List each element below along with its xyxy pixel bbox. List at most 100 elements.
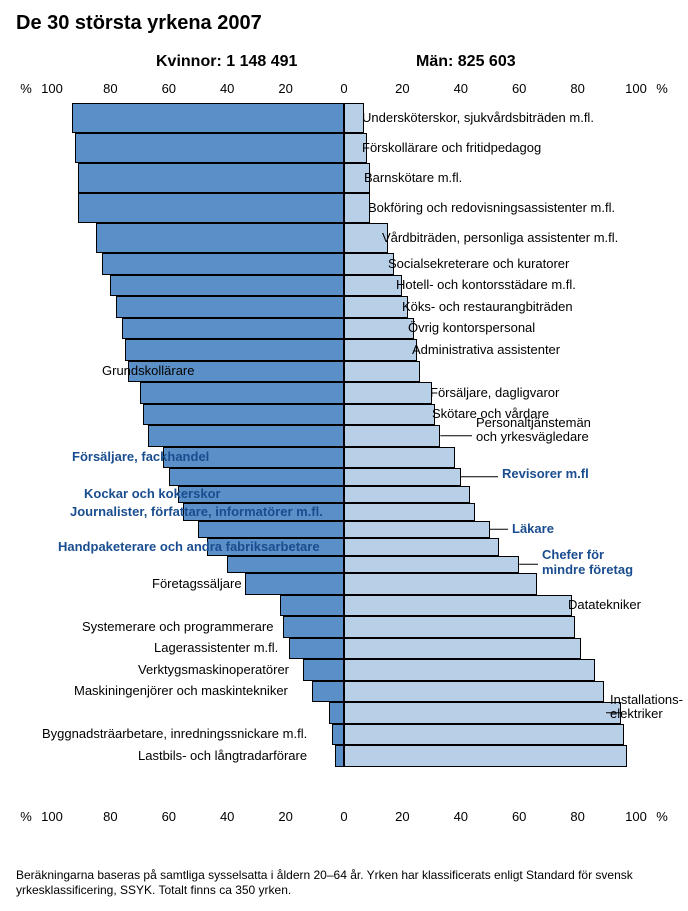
bar-row xyxy=(52,702,636,724)
plot-area: Undersköterskor, sjukvårdsbiträden m.fl.… xyxy=(52,103,636,805)
bar-label: Datatekniker xyxy=(568,598,641,612)
bar-men xyxy=(344,503,475,521)
bar-label: Hotell- och kontorsstädare m.fl. xyxy=(396,278,576,292)
bar-women xyxy=(143,404,344,426)
bar-men xyxy=(344,724,624,746)
footnote: Beräkningarna baseras på samtliga syssel… xyxy=(16,868,672,899)
subtitle-row: Kvinnor: 1 148 491 Män: 825 603 xyxy=(16,53,672,75)
bar-label: Bokföring och redovisningsassistenter m.… xyxy=(368,201,615,215)
axis-tick: 60 xyxy=(512,809,526,824)
axis-tick: 20 xyxy=(278,81,292,96)
axis-tick: 80 xyxy=(103,81,117,96)
bar-women xyxy=(102,253,344,275)
axis-tick: 80 xyxy=(570,809,584,824)
bar-men xyxy=(344,681,604,703)
bar-women xyxy=(312,681,344,703)
bar-men xyxy=(344,404,435,426)
axis-tick: 40 xyxy=(220,809,234,824)
bar-women xyxy=(148,425,344,447)
bar-women xyxy=(198,521,344,539)
bar-men xyxy=(344,275,402,297)
axis-pct-label: % xyxy=(656,81,668,96)
bar-men xyxy=(344,382,432,404)
bar-label: Försäljare, dagligvaror xyxy=(430,386,559,400)
bar-label: Journalister, författare, informatörer m… xyxy=(70,505,323,519)
bar-row xyxy=(52,163,636,193)
bar-women xyxy=(283,616,344,638)
bar-men xyxy=(344,468,461,486)
axis-tick: 60 xyxy=(162,809,176,824)
axis-tick: 100 xyxy=(625,809,647,824)
bar-label: Grundskollärare xyxy=(102,364,195,378)
bar-label: Övrig kontorspersonal xyxy=(408,321,535,335)
bar-row xyxy=(52,133,636,163)
bar-women xyxy=(332,724,344,746)
axis-tick: 100 xyxy=(41,81,63,96)
axis-top: %10080604020020406080100% xyxy=(16,81,672,101)
bar-men xyxy=(344,573,537,595)
page-title: De 30 största yrkena 2007 xyxy=(16,12,672,35)
bar-label: Förskollärare och fritidpedagog xyxy=(362,141,541,155)
bar-men xyxy=(344,638,581,660)
bar-label: Administrativa assistenter xyxy=(412,343,560,357)
bar-label: Personaltjänstemänoch yrkesvägledare xyxy=(476,416,591,445)
bar-women xyxy=(140,382,344,404)
axis-tick: 100 xyxy=(625,81,647,96)
bar-label: Revisorer m.fl xyxy=(502,467,589,481)
bar-women xyxy=(227,556,344,574)
bar-label: Vårdbiträden, personliga assistenter m.f… xyxy=(382,231,618,245)
bar-men xyxy=(344,296,408,318)
axis-pct-label: % xyxy=(20,809,32,824)
bar-men xyxy=(344,361,420,383)
bar-row xyxy=(52,595,636,617)
bar-men xyxy=(344,486,470,504)
axis-tick: 80 xyxy=(570,81,584,96)
bar-women xyxy=(110,275,344,297)
bar-women xyxy=(72,103,344,133)
bar-label: Verktygsmaskinoperatörer xyxy=(138,663,289,677)
bar-women xyxy=(289,638,344,660)
axis-tick: 0 xyxy=(340,809,347,824)
bar-label: Handpaketerare och andra fabriksarbetare xyxy=(58,540,320,554)
bar-women xyxy=(169,468,344,486)
axis-tick: 40 xyxy=(220,81,234,96)
bar-label: Undersköterskor, sjukvårdsbiträden m.fl. xyxy=(362,111,594,125)
bar-label: Byggnadsträarbetare, inredningssnickare … xyxy=(42,727,307,741)
bar-men xyxy=(344,538,499,556)
bar-label: Lagerassistenter m.fl. xyxy=(154,641,278,655)
bar-men xyxy=(344,447,455,469)
bar-men xyxy=(344,193,370,223)
bar-label: Läkare xyxy=(512,522,554,536)
bar-women xyxy=(122,318,344,340)
bar-label: Lastbils- och långtradarförare xyxy=(138,749,307,763)
bar-women xyxy=(329,702,344,724)
bar-label: Maskiningenjörer och maskintekniker xyxy=(74,684,288,698)
bar-row xyxy=(52,638,636,660)
bar-men xyxy=(344,595,572,617)
axis-tick: 40 xyxy=(454,809,468,824)
bar-label: Köks- och restaurangbiträden xyxy=(402,300,573,314)
axis-tick: 100 xyxy=(41,809,63,824)
bar-label: Försäljare, fackhandel xyxy=(72,450,209,464)
bar-men xyxy=(344,318,414,340)
bar-women xyxy=(125,339,344,361)
axis-tick: 60 xyxy=(512,81,526,96)
bar-label: Systemerare och programmerare xyxy=(82,620,273,634)
bar-women xyxy=(280,595,344,617)
bar-label: Barnskötare m.fl. xyxy=(364,171,462,185)
bar-women xyxy=(116,296,344,318)
bar-label: Installations-elektriker xyxy=(610,693,683,722)
bar-women xyxy=(335,745,344,767)
bar-men xyxy=(344,745,627,767)
bar-men xyxy=(344,702,621,724)
axis-tick: 0 xyxy=(340,81,347,96)
bar-women xyxy=(75,133,344,163)
axis-pct-label: % xyxy=(656,809,668,824)
bar-men xyxy=(344,425,440,447)
bar-label: Kockar och kokerskor xyxy=(84,487,221,501)
subtitle-women: Kvinnor: 1 148 491 xyxy=(156,53,297,71)
bar-men xyxy=(344,556,519,574)
axis-tick: 40 xyxy=(454,81,468,96)
bar-men xyxy=(344,339,417,361)
bar-men xyxy=(344,253,394,275)
